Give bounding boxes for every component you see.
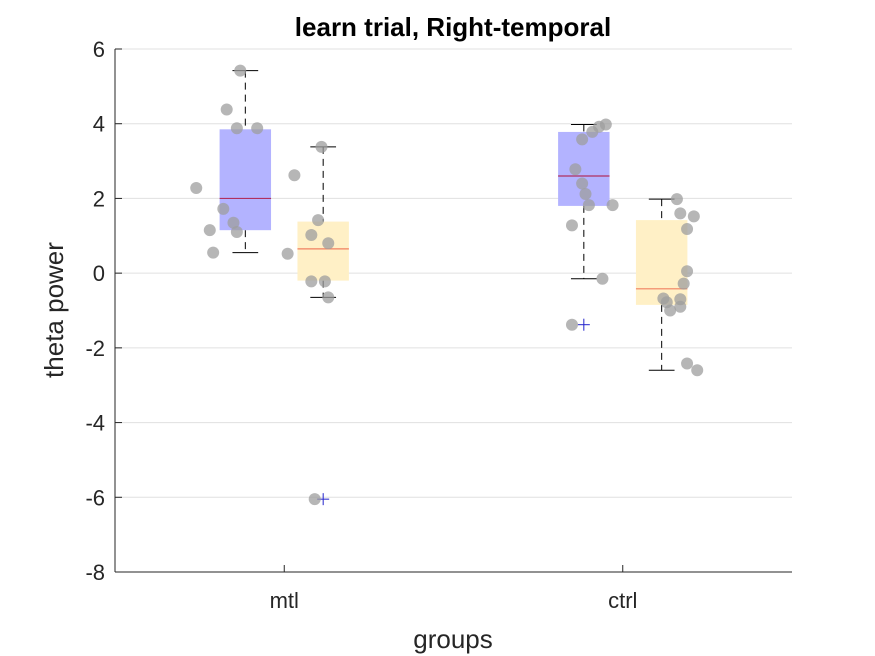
data-point: [687, 210, 700, 223]
data-point: [227, 216, 240, 229]
data-point: [681, 265, 694, 278]
data-point: [596, 272, 609, 285]
data-point: [681, 223, 694, 236]
data-point: [586, 125, 599, 138]
data-point: [203, 224, 216, 237]
data-point: [312, 214, 325, 227]
data-point: [251, 122, 264, 135]
x-tick-label: ctrl: [608, 588, 637, 613]
y-tick-label: -2: [85, 336, 105, 361]
data-point: [281, 247, 294, 260]
grid-lines: [115, 48, 792, 573]
data-point: [569, 163, 582, 176]
y-tick-label: 6: [93, 37, 105, 62]
data-point: [288, 169, 301, 182]
data-point: [217, 202, 230, 215]
data-point: [670, 193, 683, 206]
y-tick-label: 4: [93, 112, 105, 137]
data-point: [230, 226, 243, 239]
data-point: [305, 229, 318, 242]
y-tick-label: -6: [85, 485, 105, 510]
data-point: [315, 140, 328, 153]
data-point: [322, 237, 335, 250]
y-tick-label: 0: [93, 261, 105, 286]
box-mtl-0: [219, 129, 272, 231]
y-tick-label: -4: [85, 411, 105, 436]
chart-title: learn trial, Right-temporal: [295, 12, 611, 42]
data-point: [674, 300, 687, 313]
data-point: [308, 493, 321, 506]
data-point: [664, 304, 677, 317]
data-point: [677, 277, 690, 290]
data-point: [579, 187, 592, 200]
y-axis-label: theta power: [39, 242, 69, 378]
data-point: [190, 181, 203, 194]
data-point: [322, 291, 335, 304]
y-tick-label: -8: [85, 560, 105, 585]
box-mtl-1: [297, 221, 349, 281]
data-points: [190, 64, 704, 506]
boxes: [219, 70, 688, 506]
data-point: [681, 357, 694, 370]
axes: 6 4 2 0 -2 -4 -6 -8 mtl ctrl: [85, 37, 792, 613]
data-point: [318, 275, 331, 288]
data-point: [576, 177, 589, 190]
data-point: [565, 318, 578, 331]
y-tick-label: 2: [93, 186, 105, 211]
data-point: [691, 364, 704, 377]
data-point: [606, 199, 619, 212]
data-point: [230, 122, 243, 135]
x-axis-label: groups: [413, 624, 493, 654]
x-tick-label: mtl: [270, 588, 299, 613]
data-point: [582, 199, 595, 212]
data-point: [305, 275, 318, 288]
data-point: [565, 219, 578, 232]
data-point: [674, 207, 687, 220]
data-point: [234, 64, 247, 77]
data-point: [220, 103, 233, 116]
data-point: [576, 133, 589, 146]
box-ctrl-1: [635, 220, 688, 305]
data-point: [207, 246, 220, 259]
